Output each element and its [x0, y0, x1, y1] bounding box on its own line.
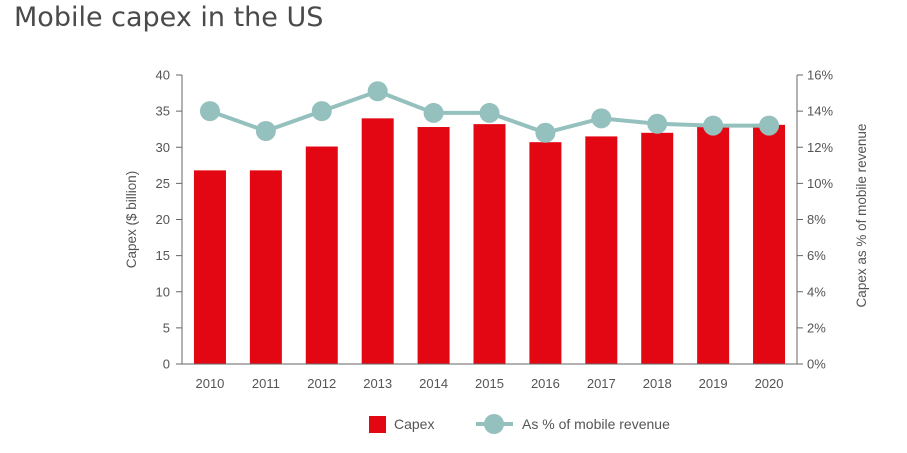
- percent-point-2017: [591, 108, 612, 129]
- bar-2012: [305, 146, 338, 364]
- percent-point-2019: [703, 115, 724, 136]
- bar-2010: [193, 170, 226, 364]
- left-tick-label: 15: [156, 248, 170, 263]
- percent-point-2013: [367, 81, 388, 102]
- right-tick-label: 12%: [807, 140, 833, 155]
- chart-title: Mobile capex in the US: [14, 2, 324, 33]
- percent-point-2012: [311, 101, 332, 122]
- legend-capex-swatch: [369, 416, 386, 433]
- x-tick-label: 2011: [252, 376, 280, 391]
- percent-point-2016: [535, 122, 556, 143]
- percent-point-2010: [199, 101, 220, 122]
- right-tick-label: 10%: [807, 176, 833, 191]
- x-tick-label: 2016: [531, 376, 560, 391]
- x-tick-label: 2017: [587, 376, 616, 391]
- bar-2013: [361, 118, 394, 364]
- bar-2018: [641, 132, 674, 364]
- bar-2017: [585, 136, 618, 364]
- right-tick-label: 2%: [807, 320, 826, 335]
- percent-point-2018: [647, 113, 668, 134]
- axes-group: 0 5 10 15 20 25 30 35 40 0% 2% 4% 6% 8% 10% 12% 14% 16% 20…: [124, 68, 869, 392]
- left-axis-title: Capex ($ billion): [124, 171, 139, 269]
- percent-point-2015: [479, 102, 500, 123]
- right-tick-label: 14%: [807, 104, 833, 119]
- left-tick-label: 20: [156, 212, 170, 227]
- x-tick-label: 2010: [195, 376, 224, 391]
- line-series-group: [199, 81, 780, 143]
- bar-group: [193, 118, 786, 365]
- left-tick-label: 25: [156, 176, 170, 191]
- right-tick-label: 4%: [807, 284, 826, 299]
- right-tick-label: 16%: [807, 68, 833, 83]
- x-tick-label: 2019: [699, 376, 728, 391]
- bar-2014: [417, 127, 450, 365]
- legend-percent-marker: [484, 414, 504, 434]
- bar-2015: [473, 124, 506, 364]
- right-tick-label: 6%: [807, 248, 826, 263]
- percent-point-2020: [759, 115, 780, 136]
- x-tick-label: 2015: [475, 376, 504, 391]
- x-tick-label: 2012: [307, 376, 336, 391]
- legend-percent-label: As % of mobile revenue: [522, 416, 670, 432]
- right-tick-label: 8%: [807, 212, 826, 227]
- right-axis-title: Capex as % of mobile revenue: [854, 124, 869, 308]
- left-tick-label: 10: [156, 284, 170, 299]
- percent-point-2011: [255, 120, 276, 141]
- x-tick-label: 2014: [419, 376, 448, 391]
- left-tick-label: 0: [163, 357, 170, 372]
- legend: Capex As % of mobile revenue: [369, 414, 670, 434]
- percent-point-2014: [423, 102, 444, 123]
- left-tick-label: 35: [156, 104, 170, 119]
- legend-capex-label: Capex: [394, 416, 434, 432]
- left-tick-label: 40: [156, 68, 170, 83]
- x-tick-label: 2020: [755, 376, 784, 391]
- x-tick-label: 2018: [643, 376, 672, 391]
- bar-2011: [249, 170, 282, 364]
- bar-2020: [753, 124, 786, 364]
- left-tick-label: 30: [156, 140, 170, 155]
- bar-2016: [529, 142, 562, 364]
- bar-2019: [697, 127, 730, 365]
- right-tick-label: 0%: [807, 357, 826, 372]
- left-tick-label: 5: [163, 320, 170, 335]
- x-tick-label: 2013: [363, 376, 392, 391]
